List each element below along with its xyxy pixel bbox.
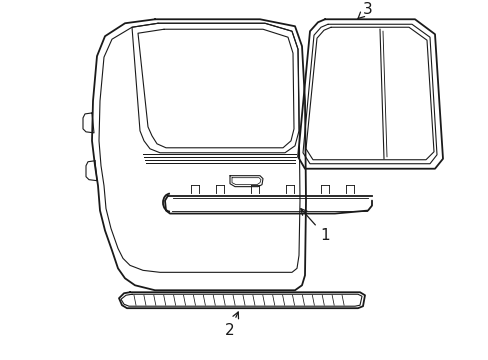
Text: 3: 3 — [357, 2, 372, 19]
Text: 1: 1 — [300, 209, 329, 243]
Text: 2: 2 — [225, 312, 238, 338]
